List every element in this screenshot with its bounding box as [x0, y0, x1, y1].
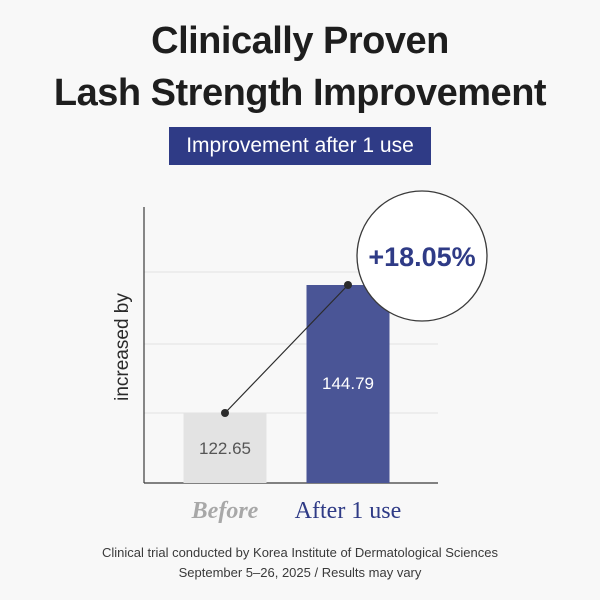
data-label-before: 122.65	[199, 439, 251, 458]
page-title-line-2: Lash Strength Improvement	[53, 72, 547, 114]
footer-source-note: Clinical trial conducted by Korea Instit…	[102, 545, 498, 560]
subtitle-badge: Improvement after 1 use	[169, 127, 431, 165]
callout-percentage: +18.05%	[368, 242, 475, 272]
data-label-after: 144.79	[322, 374, 374, 393]
bar-after	[306, 285, 390, 483]
y-axis-label: increased by	[112, 293, 133, 401]
footer-date-note: September 5–26, 2025 / Results may vary	[178, 565, 422, 580]
trend-connector-line	[224, 284, 349, 414]
bar-before	[183, 413, 267, 483]
callout-circle	[356, 190, 488, 322]
page-title-line-1: Clinically Proven	[151, 20, 449, 62]
x-tick-label-before: Before	[191, 498, 259, 524]
x-tick-label-after: After 1 use	[295, 498, 402, 524]
data-point-before	[221, 409, 229, 417]
data-point-after	[344, 281, 352, 289]
